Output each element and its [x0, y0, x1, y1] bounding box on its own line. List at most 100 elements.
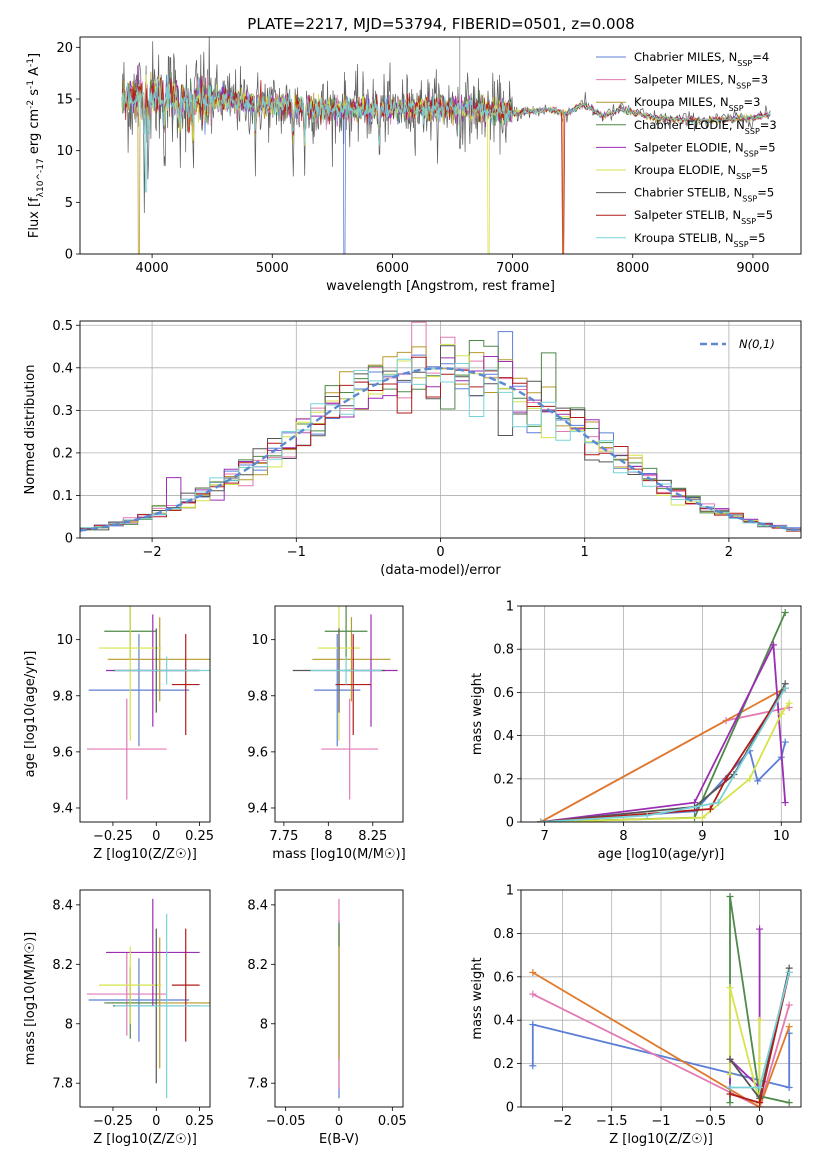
mass-weight-marker: [777, 710, 785, 718]
mass-weight-marker: [756, 925, 764, 933]
x-tick-label: 7000: [496, 261, 529, 276]
legend-entry-label: Kroupa MILES, NSSP=3: [634, 95, 760, 113]
x-tick-label: 0: [152, 1114, 160, 1129]
x-tick-label: 7.75: [269, 829, 298, 844]
legend-entry-label: Salpeter MILES, NSSP=3: [634, 73, 768, 91]
mass-weight-marker: [714, 799, 722, 807]
x-tick-label: 1: [581, 545, 589, 560]
mass-weight-marker: [785, 1083, 793, 1091]
x-axis-label: Z [log10(Z/Z☉)]: [609, 1132, 713, 1147]
mass-weight-series-line: [532, 971, 791, 1107]
mass-weight-series-line: [540, 683, 786, 822]
mass-weight-marker: [781, 799, 789, 807]
mass-weight-marker: [785, 699, 793, 707]
x-tick-label: 0: [335, 1114, 343, 1129]
legend-entry-label: Kroupa ELODIE, NSSP=5: [634, 163, 768, 181]
mass-weight-marker: [785, 968, 793, 976]
y-tick-label: 20: [56, 41, 73, 56]
y-tick-label: 0.8: [493, 643, 514, 658]
axes-frame: [274, 889, 404, 1108]
figure-title: PLATE=2217, MJD=53794, FIBERID=0501, z=0…: [247, 15, 634, 33]
x-tick-label: 0: [152, 829, 160, 844]
y-tick-label: 9.4: [247, 801, 268, 816]
gaussian-reference-curve: [80, 367, 801, 532]
mass-weight-marker: [781, 684, 789, 692]
y-tick-label: 0.4: [493, 729, 514, 744]
x-tick-label: −2: [553, 1114, 572, 1129]
y-tick-label: 0: [65, 532, 73, 547]
y-tick-label: 9.4: [52, 801, 73, 816]
mass-weight-marker: [726, 893, 734, 901]
mass-weight-marker: [756, 1083, 764, 1091]
y-axis-label: mass weight: [470, 673, 485, 755]
y-tick-label: 0.4: [493, 1014, 514, 1029]
x-tick-label: 0: [436, 545, 444, 560]
x-tick-label: −2: [143, 545, 162, 560]
mass-weight-marker: [785, 1023, 793, 1031]
axes-frame: [79, 320, 802, 539]
error-bars: [86, 606, 210, 800]
mass-weight-marker: [726, 1083, 734, 1091]
axes-frame: [79, 605, 211, 823]
y-tick-label: 0.2: [493, 772, 514, 787]
mass-weight-marker: [781, 608, 789, 616]
legend-entry-label: Chabrier STELIB, NSSP=5: [634, 186, 774, 204]
mass-vs-extinction-panel: −0.05 0 0.05 7.8 8 8.2 8.4 E(B-V): [247, 889, 407, 1147]
age-vs-mass-panel: 7.75 8 8.25 9.4 9.6 9.8 10 mass [log10(M/M☉)]: [247, 605, 406, 862]
y-axis-label: age [log10(age/yr)]: [23, 651, 38, 778]
mass-weight-marker: [756, 1016, 764, 1024]
mass-weight-marker: [785, 1001, 793, 1009]
spectrum-lines: [121, 37, 771, 254]
x-tick-label: −1: [287, 545, 306, 560]
mass-weight-series-line: [540, 641, 787, 822]
y-tick-label: 1: [506, 884, 514, 899]
x-tick-label: 7: [541, 829, 549, 844]
x-tick-label: 4000: [136, 261, 169, 276]
x-tick-label: 6000: [376, 261, 409, 276]
x-tick-label: 9: [698, 829, 706, 844]
y-tick-label: 0: [506, 1101, 514, 1116]
x-axis-label: mass [log10(M/M☉)]: [272, 847, 405, 862]
y-tick-label: 5: [65, 196, 73, 211]
legend-entry-label: Chabrier MILES, NSSP=4: [634, 50, 769, 68]
mass-weight-series-line: [540, 706, 790, 822]
mass-weight-vs-age-panel: 7 8 9 10 0 0.2 0.4 0.6 0.8 1 age [log10(age/yr)] ma…: [470, 600, 802, 862]
mass-weight-marker: [529, 1062, 537, 1070]
x-tick-label: −0.25: [93, 1114, 133, 1129]
x-tick-label: 0.25: [185, 1114, 214, 1129]
mass-weight-marker: [726, 984, 734, 992]
mass-weight-series-line: [531, 1023, 791, 1089]
x-tick-label: 2: [725, 545, 733, 560]
x-tick-label: 5000: [256, 261, 289, 276]
mass-weight-marker: [756, 1099, 764, 1107]
y-tick-label: 9.6: [52, 745, 73, 760]
error-bars: [86, 898, 210, 1099]
legend-entry-label: Salpeter ELODIE, NSSP=5: [634, 140, 776, 158]
mass-weight-marker: [529, 1021, 537, 1029]
x-axis-label: Z [log10(Z/Z☉)]: [93, 1132, 197, 1147]
x-tick-label: 0: [755, 1114, 763, 1129]
x-axis-label: E(B-V): [319, 1132, 359, 1147]
x-tick-label: 10: [773, 829, 790, 844]
mass-weight-marker: [529, 968, 537, 976]
y-tick-label: 8: [260, 1017, 268, 1032]
mass-weight-marker: [643, 812, 651, 820]
y-tick-label: 9.8: [247, 689, 268, 704]
y-tick-label: 0.8: [493, 927, 514, 942]
x-tick-label: −0.25: [93, 829, 133, 844]
legend-entry-label: Salpeter STELIB, NSSP=5: [634, 208, 773, 226]
x-tick-label: 8000: [616, 261, 649, 276]
mass-weight-vs-metallicity-panel: −2 −1.5 −1 −0.5 0 0 0.2 0.4 0.6 0.8 1 Z [log10(Z/Z☉…: [470, 884, 802, 1147]
x-tick-label: 8: [324, 829, 332, 844]
y-axis-label: Flux [fλ10^-17 erg cm-2 s-1 A-1]: [26, 53, 46, 238]
mass-weight-marker: [698, 814, 706, 822]
mass-weight-marker: [781, 738, 789, 746]
y-tick-label: 0.4: [52, 361, 73, 376]
mass-weight-marker: [529, 990, 537, 998]
mass-weight-series-line: [540, 687, 786, 822]
y-tick-label: 15: [56, 93, 73, 108]
mass-weight-marker: [537, 818, 545, 822]
legend-entry-label: Chabrier ELODIE, NSSP=3: [634, 118, 777, 136]
y-tick-label: 8.4: [52, 898, 73, 913]
